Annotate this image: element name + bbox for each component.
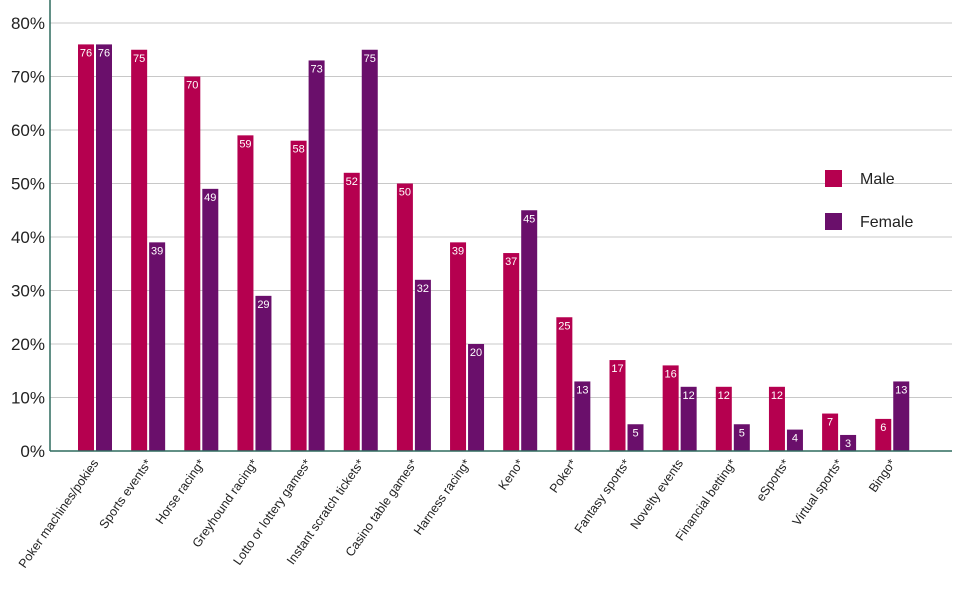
bar-male [556,317,573,451]
y-tick-label: 0% [20,442,45,461]
gridlines [50,22,952,398]
legend-swatch-male [825,170,842,187]
axes [49,0,952,452]
data-label: 3 [845,438,851,450]
bar-male [875,418,892,451]
data-label: 58 [292,144,304,156]
bar-male [822,413,839,451]
y-tick-label: 50% [11,175,45,194]
category-label: Horse racing* [153,457,208,527]
bar-female [96,44,112,452]
category-label: Keno* [496,457,527,493]
data-label: 12 [718,390,730,402]
y-tick-label: 10% [11,389,45,408]
category-label: Novelty events [628,457,686,532]
bar-male [237,135,254,451]
category-label: Poker* [547,457,580,496]
data-label: 5 [739,427,745,439]
data-label: 16 [665,368,677,380]
y-tick-label: 70% [11,68,45,87]
data-label: 6 [880,422,886,434]
bar-male [290,140,307,451]
data-label: 50 [399,187,411,199]
data-label: 75 [364,53,376,65]
bars [78,44,910,452]
bar-female [468,344,485,451]
data-label: 17 [611,363,623,375]
bar-male [131,49,148,451]
bar-female [308,60,325,451]
data-label: 73 [310,63,322,75]
data-label: 7 [827,417,833,429]
bar-female [733,424,750,451]
data-label: 59 [239,138,251,150]
bar-female [893,381,910,451]
bar-male [503,253,520,451]
bar-female [255,295,272,451]
bar-male [609,360,626,451]
data-label: 39 [151,245,163,257]
bar-female [574,381,591,451]
data-label: 75 [133,53,145,65]
bar-male [715,386,732,451]
y-axis-ticks: 0% 10% 20% 30% 40% 50% 60% 70% 80% [11,14,45,461]
category-label: Harness racing* [411,457,474,538]
bar-female [680,386,697,451]
legend-label-female: Female [860,214,913,231]
bar-female [202,188,219,451]
data-label: 20 [470,347,482,359]
data-label: 4 [792,433,798,445]
category-label: Bingo* [866,457,899,495]
y-tick-label: 60% [11,121,45,140]
bar-male [662,365,679,451]
data-label: 70 [186,80,198,92]
data-label: 76 [80,47,92,59]
bar-male [343,172,360,452]
data-label: 39 [452,245,464,257]
category-label: Financial betting* [673,457,740,544]
data-label: 45 [523,213,535,225]
legend: Male Female [825,170,913,231]
data-label: 25 [558,320,570,332]
bar-male [450,242,467,451]
bar-male [184,76,201,451]
legend-label-male: Male [860,171,895,188]
data-label: 29 [257,299,269,311]
bar-female [786,429,803,451]
data-labels: 76 76 753970495929587352755032392037452513… [80,47,908,450]
data-label: 5 [632,427,638,439]
category-label: Fantasy sports* [572,457,633,536]
legend-swatch-female [825,213,842,230]
bar-female [840,434,857,451]
data-label: 13 [576,384,588,396]
y-tick-label: 80% [11,14,45,33]
data-label: 12 [683,390,695,402]
bar-male [78,44,94,452]
bar-male [396,183,413,451]
bar-female [627,424,644,451]
bar-female [149,242,166,451]
category-label: Virtual sports* [790,457,846,529]
data-label: 49 [204,192,216,204]
y-tick-label: 30% [11,282,45,301]
data-label: 12 [771,390,783,402]
category-label: Poker machines/pokies [16,457,102,571]
category-label: Sports events* [97,457,155,532]
data-label: 76 [98,47,110,59]
bar-male [768,386,785,451]
data-label: 32 [417,283,429,295]
bar-female [414,279,431,451]
y-tick-label: 20% [11,335,45,354]
data-label: 13 [895,384,907,396]
data-label: 37 [505,256,517,268]
bar-female [521,210,538,451]
y-tick-label: 40% [11,228,45,247]
data-label: 52 [346,176,358,188]
bar-female [361,49,378,451]
category-label: eSports* [753,457,792,504]
